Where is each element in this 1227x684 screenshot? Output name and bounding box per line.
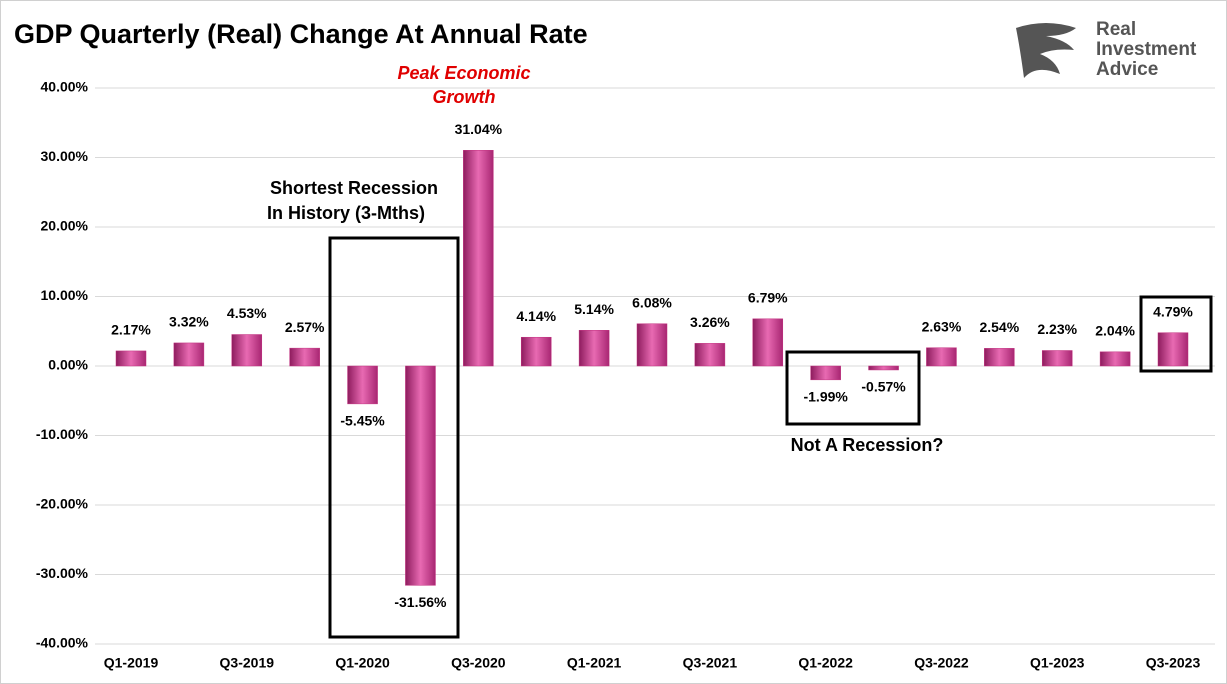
bar (926, 347, 957, 367)
annotation: Shortest Recession (270, 178, 438, 198)
y-tick-label: 10.00% (41, 287, 89, 303)
x-tick-label: Q1-2019 (104, 655, 159, 671)
logo-text: Investment (1096, 39, 1197, 60)
value-label: 4.53% (227, 305, 267, 321)
value-label: 2.57% (285, 319, 325, 335)
x-tick-label: Q3-2019 (220, 655, 275, 671)
y-tick-label: 30.00% (41, 148, 89, 164)
bar (810, 365, 841, 381)
bar (520, 336, 552, 367)
x-tick-label: Q1-2022 (798, 655, 853, 671)
value-label: 6.08% (632, 294, 672, 310)
value-label: -5.45% (340, 413, 385, 429)
bar (694, 343, 726, 367)
plot: -40.00% -30.00% -20.00% -10.00% 0.00% 10.00% 2… (36, 79, 1215, 671)
bar (463, 150, 494, 367)
logo-icon (1016, 23, 1076, 78)
bar (636, 323, 668, 367)
bar (173, 342, 205, 367)
y-tick-label: -30.00% (36, 565, 89, 581)
bar (868, 365, 899, 371)
bar (1099, 351, 1131, 367)
annotation: Growth (433, 87, 496, 107)
bar (289, 347, 320, 367)
value-label: -1.99% (803, 389, 848, 405)
y-tick-label: -40.00% (36, 635, 89, 651)
value-label: 2.23% (1037, 321, 1077, 337)
bar (984, 348, 1015, 367)
logo-text: Real (1096, 19, 1136, 40)
y-tick-label: -20.00% (36, 496, 89, 512)
x-tick-label: Q1-2021 (567, 655, 622, 671)
x-tick-label: Q1-2023 (1030, 655, 1085, 671)
highlight-box (1139, 295, 1213, 373)
value-label: 2.17% (111, 322, 151, 338)
bar (231, 334, 263, 367)
highlight-box (785, 350, 921, 426)
bar (1041, 350, 1073, 367)
highlight-box (328, 236, 460, 639)
value-label: -31.56% (394, 594, 447, 610)
value-label: 31.04% (455, 121, 503, 137)
bar (578, 330, 610, 367)
bar (1157, 332, 1189, 367)
y-tick-label: 0.00% (48, 357, 88, 373)
value-label: 2.54% (979, 319, 1019, 335)
value-label: 4.14% (516, 308, 556, 324)
annotation: Peak Economic (397, 63, 530, 83)
chart-title: GDP Quarterly (Real) Change At Annual Ra… (14, 19, 588, 49)
y-tick-label: 20.00% (41, 218, 89, 234)
bar (405, 365, 436, 586)
x-tick-label: Q3-2023 (1146, 655, 1201, 671)
x-tick-label: Q3-2022 (914, 655, 969, 671)
value-label: 5.14% (574, 301, 614, 317)
logo-text: Advice (1096, 59, 1158, 80)
bar (115, 350, 147, 367)
value-label: 3.32% (169, 314, 209, 330)
y-tick-label: 40.00% (41, 79, 89, 95)
x-tick-label: Q3-2020 (451, 655, 506, 671)
x-tick-label: Q1-2020 (335, 655, 390, 671)
value-label: 2.04% (1095, 323, 1135, 339)
annotation: In History (3-Mths) (267, 203, 425, 223)
value-label: -0.57% (861, 379, 906, 395)
bar (752, 318, 784, 367)
bar (347, 365, 378, 405)
value-label: 2.63% (922, 318, 962, 334)
y-tick-label: -10.00% (36, 426, 89, 442)
annotation: Not A Recession? (791, 435, 944, 455)
value-label: 6.79% (748, 290, 788, 306)
value-label: 3.26% (690, 314, 730, 330)
x-tick-label: Q3-2021 (683, 655, 738, 671)
value-label: 4.79% (1153, 303, 1193, 319)
logo: Real Investment Advice (1016, 19, 1197, 80)
